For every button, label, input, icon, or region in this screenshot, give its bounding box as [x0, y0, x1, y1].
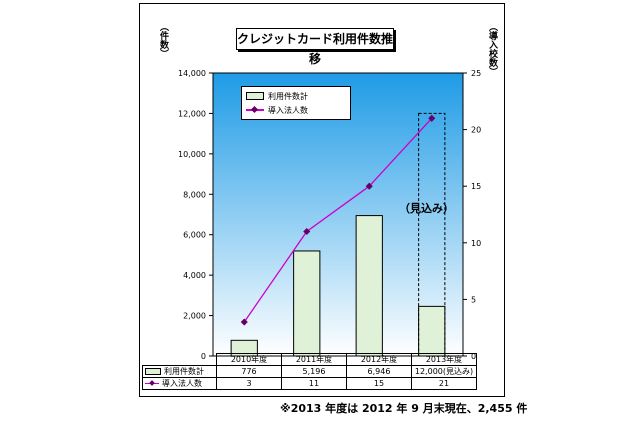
legend-bar-label: 利用件数計	[268, 91, 308, 101]
line-swatch-icon	[145, 380, 159, 387]
right-tick-label: 20	[471, 126, 481, 135]
table-row-label: 導入法人数	[142, 377, 217, 390]
left-axis-label: （件数）	[158, 22, 168, 58]
bar	[355, 215, 383, 357]
left-tick-label: 2,000	[183, 312, 206, 321]
table-cell: 3	[216, 377, 282, 390]
line-point	[303, 227, 311, 236]
table-cell: 12,000(見込み)	[411, 365, 477, 378]
forecast-label: （見込み）	[399, 202, 454, 215]
data-table: 2010年度 2011年度 2012年度 2013年度 利用件数計 776 5,…	[142, 353, 477, 390]
table-row: 導入法人数 3 11 15 21	[142, 377, 477, 390]
line-swatch-icon	[246, 106, 264, 114]
table-cell: 15	[346, 377, 412, 390]
legend-line-label: 導入法人数	[268, 105, 308, 115]
right-tick-label: 5	[471, 295, 476, 304]
table-row: 利用件数計 776 5,196 6,946 12,000(見込み)	[142, 365, 477, 378]
left-tick-label: 14,000	[178, 69, 206, 78]
table-cell: 5,196	[281, 365, 347, 378]
table-header-row: 2010年度 2011年度 2012年度 2013年度	[142, 353, 477, 366]
table-cell: 21	[411, 377, 477, 390]
left-tick-label: 6,000	[183, 231, 206, 240]
legend-item-bar: 利用件数計	[246, 90, 308, 102]
line-point	[428, 114, 436, 122]
table-cell: 6,946	[346, 365, 412, 378]
left-tick-label: 10,000	[178, 150, 206, 159]
legend-item-line: 導入法人数	[246, 104, 308, 116]
left-tick-label: 4,000	[183, 271, 206, 280]
line-point	[365, 182, 373, 190]
series-line	[243, 117, 433, 323]
table-corner	[142, 353, 217, 366]
right-tick-label: 10	[471, 239, 481, 248]
table-cell: 776	[216, 365, 282, 378]
legend: 利用件数計 導入法人数	[241, 86, 351, 120]
footnote: ※2013 年度は 2012 年 9 月末現在、2,455 件	[280, 402, 528, 415]
right-axis-label: （導入校数）	[487, 22, 497, 76]
table-header: 2013年度	[411, 353, 477, 366]
left-tick-label: 12,000	[178, 109, 206, 118]
bar-swatch-icon	[145, 368, 161, 375]
chart-title: クレジットカード利用件数推移	[236, 28, 394, 66]
line-point	[240, 318, 248, 326]
right-tick-label: 15	[471, 182, 481, 191]
left-tick-label: 8,000	[183, 190, 206, 199]
table-row-label: 利用件数計	[142, 365, 217, 378]
table-header: 2012年度	[346, 353, 412, 366]
bar	[293, 250, 321, 357]
line-row-label: 導入法人数	[162, 379, 202, 388]
bar	[418, 305, 446, 357]
right-tick-label: 25	[471, 69, 481, 78]
bar-row-label: 利用件数計	[164, 367, 204, 376]
table-cell: 11	[281, 377, 347, 390]
table-header: 2010年度	[216, 353, 282, 366]
bar-swatch-icon	[246, 92, 264, 100]
table-header: 2011年度	[281, 353, 347, 366]
